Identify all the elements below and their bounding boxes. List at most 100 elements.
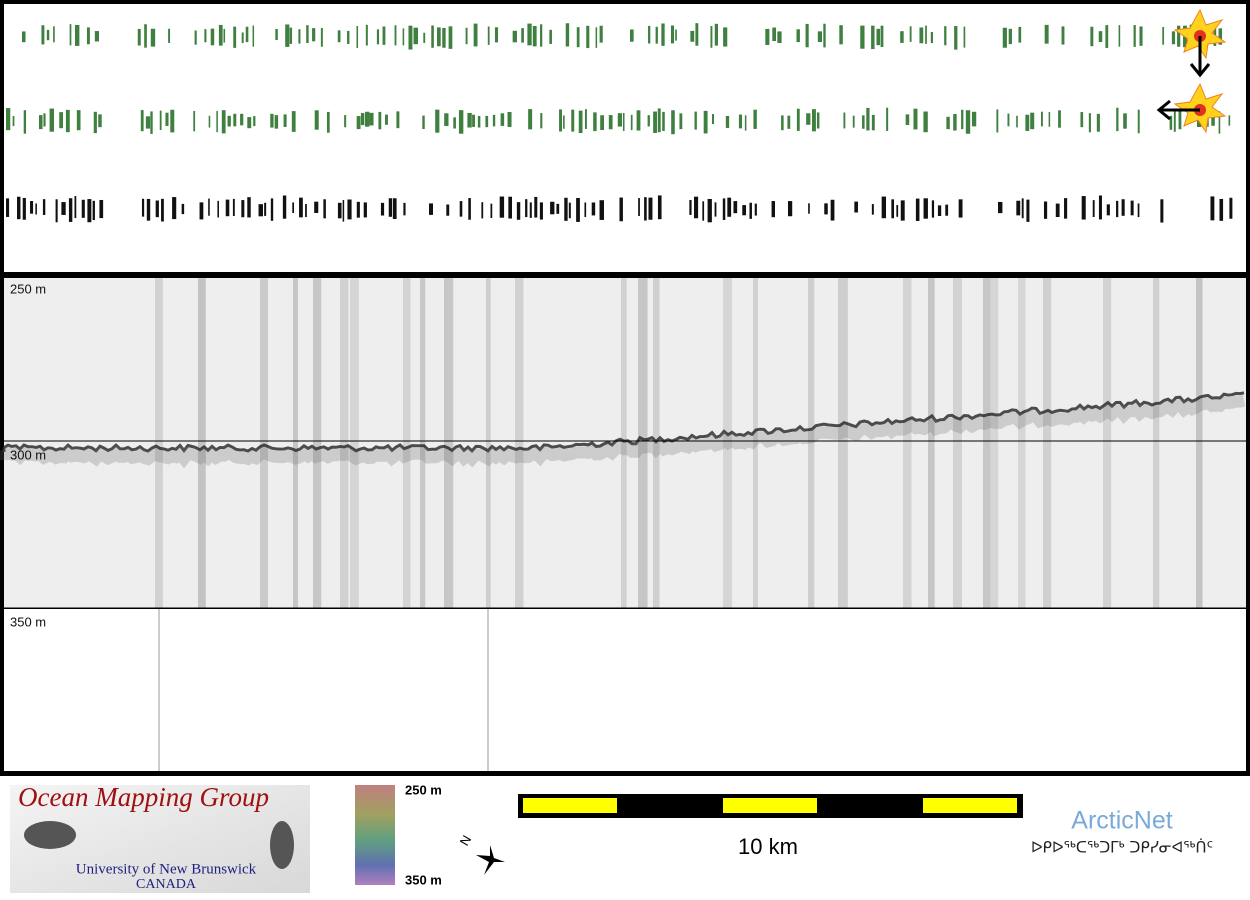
swath-ping — [274, 115, 279, 129]
noise-column — [313, 278, 322, 608]
swath-ping — [1139, 26, 1143, 46]
swath-ping — [270, 113, 274, 128]
swath-ping — [896, 205, 899, 217]
swath-ping — [306, 25, 309, 43]
swath-ping — [905, 114, 910, 125]
swath-ping — [923, 198, 928, 219]
swath-ping — [1229, 197, 1233, 219]
swath-ping — [485, 115, 489, 128]
swath-ping — [402, 28, 405, 46]
swath-ping — [305, 204, 307, 218]
swath-ping — [556, 203, 560, 214]
swath-ping — [871, 25, 875, 50]
depth-label: 300 m — [10, 447, 46, 462]
swath-ping — [6, 108, 11, 131]
swath-ping — [817, 31, 822, 43]
swath-ping — [1016, 200, 1021, 216]
swath-ping — [17, 196, 21, 220]
swath-ping — [233, 26, 237, 48]
swath-ping — [516, 202, 521, 220]
swath-ping — [507, 111, 512, 127]
scale-bar-segment — [523, 798, 617, 813]
swath-ping — [839, 25, 843, 45]
swath-ping — [811, 109, 816, 132]
swath-ping — [356, 116, 361, 130]
swath-ping — [508, 196, 512, 219]
swath-ping — [369, 112, 374, 126]
swath-ping — [42, 199, 46, 215]
swath-ping — [946, 116, 950, 130]
swath-ping — [564, 197, 568, 221]
swath-ping — [477, 116, 481, 128]
swath-ping — [529, 202, 532, 218]
swath-ping — [314, 201, 319, 213]
swath-ping — [690, 30, 695, 42]
swath-ping — [385, 114, 388, 125]
colorbar — [355, 785, 395, 885]
swath-ping — [860, 25, 865, 49]
swath-ping — [1123, 113, 1127, 129]
swath-ping — [630, 114, 633, 131]
swath-ping — [342, 200, 345, 222]
echogram-lower — [4, 609, 1246, 771]
swath-ping — [653, 111, 657, 133]
swath-ping — [657, 108, 661, 133]
swath-ping — [584, 202, 587, 217]
swath-ping — [98, 114, 102, 128]
swath-ping — [221, 110, 226, 134]
swath-ping — [595, 27, 598, 48]
swath-ping — [629, 29, 634, 42]
swath-ping — [1211, 114, 1215, 126]
swath-ping — [591, 202, 596, 216]
colorbar-label: 250 m — [405, 782, 442, 797]
swath-ping — [886, 107, 889, 131]
depth-label: 350 m — [10, 614, 46, 629]
swath-ping — [41, 25, 45, 45]
swath-ping — [141, 198, 145, 217]
swath-ping — [21, 31, 26, 43]
swath-ping — [446, 204, 450, 216]
swath-ping — [323, 199, 326, 219]
swath-ping — [1092, 200, 1095, 218]
swath-ping — [394, 25, 397, 46]
noise-column — [1153, 278, 1160, 608]
swath-ping — [806, 113, 811, 125]
swath-ping — [382, 26, 386, 45]
swath-ping — [218, 24, 223, 46]
swath-ping — [571, 109, 575, 132]
swath-ping — [727, 197, 732, 217]
noise-column — [1043, 278, 1052, 608]
swath-ping — [661, 23, 665, 46]
logo-country: CANADA — [136, 877, 197, 892]
swath-ping — [1064, 198, 1068, 219]
swath-ping — [599, 25, 603, 43]
swath-ping — [252, 25, 255, 47]
swath-ping — [781, 115, 784, 131]
partner-name: ArcticNet — [1071, 807, 1172, 835]
swath-ping — [227, 115, 231, 127]
swath-ping — [1081, 196, 1086, 220]
swath-ping — [1088, 113, 1091, 133]
noise-column — [260, 278, 269, 608]
swath-ping — [871, 204, 874, 215]
logo-title: Ocean Mapping Group — [18, 782, 269, 812]
swath-ping — [824, 203, 828, 215]
swath-ping — [1105, 25, 1109, 48]
swath-ping — [165, 112, 169, 126]
swath-ping — [1026, 199, 1030, 222]
logo-fish — [24, 821, 76, 849]
swath-ping — [376, 29, 380, 45]
scale-bar-segment — [723, 798, 817, 813]
swath-ping — [65, 109, 70, 133]
swath-ping — [1058, 110, 1061, 128]
swath-ping — [1178, 109, 1182, 130]
swath-ping — [270, 198, 274, 221]
swath-ping — [559, 109, 563, 132]
scale-bar-segment — [923, 798, 1017, 813]
sun-icons — [1156, 8, 1227, 134]
swath-ping — [871, 114, 875, 131]
swath-ping — [150, 111, 153, 134]
swath-ping — [655, 26, 658, 44]
swath-ping — [913, 108, 918, 130]
swath-ping — [240, 113, 244, 126]
